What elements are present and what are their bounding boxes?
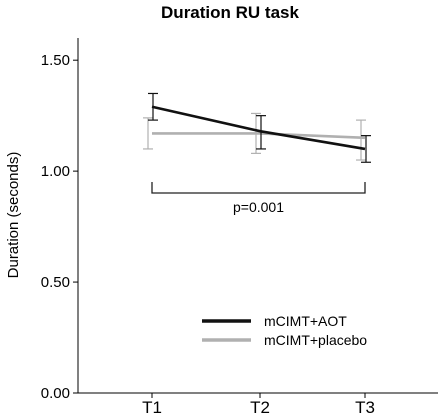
error-bar [251,112,261,154]
error-bar [361,135,371,163]
error-bar [256,115,266,150]
y-tick-label: 1.50 [41,52,70,69]
p-value-label: p=0.001 [233,199,284,215]
plot-area [77,38,438,394]
series-mcimt-placebo [143,112,366,161]
legend: mCIMT+AOT mCIMT+placebo [202,313,367,348]
y-axis-label: Duration (seconds) [5,152,22,279]
y-tick-label: 0.50 [41,274,70,291]
y-ticks: 0.00 0.50 1.00 1.50 [41,52,78,402]
error-bar [148,92,158,121]
legend-item: mCIMT+AOT [202,313,347,329]
series-layer [143,92,371,163]
x-ticks: T1 T2 T3 [142,393,375,415]
x-tick-label: T3 [355,398,375,415]
legend-label: mCIMT+placebo [264,332,367,348]
legend-item: mCIMT+placebo [202,332,367,348]
chart-title: Duration RU task [161,3,299,22]
y-tick-label: 0.00 [41,385,70,402]
x-tick-label: T2 [250,398,270,415]
series-line [152,132,366,140]
legend-label: mCIMT+AOT [264,313,347,329]
error-bar [143,117,153,150]
significance-bracket: p=0.001 [151,182,366,215]
error-bar [356,119,366,161]
bracket-line [151,182,366,194]
y-tick-label: 1.00 [41,163,70,180]
x-tick-label: T1 [142,398,162,415]
series-mcimt-aot [148,92,371,163]
